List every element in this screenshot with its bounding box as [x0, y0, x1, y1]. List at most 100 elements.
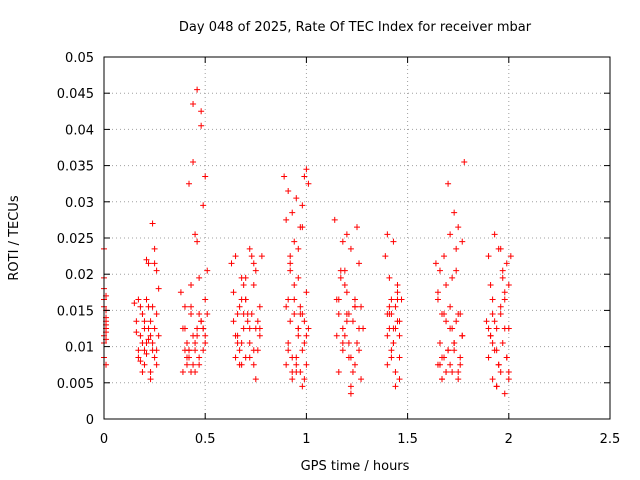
data-point: [489, 339, 496, 346]
data-point: [137, 332, 144, 339]
data-point: [188, 282, 195, 289]
data-point: [451, 339, 458, 346]
data-point: [204, 267, 211, 274]
data-point: [349, 368, 356, 375]
data-point: [155, 285, 162, 292]
data-point: [453, 318, 460, 325]
data-point: [489, 311, 496, 318]
data-point: [246, 245, 253, 252]
data-point: [143, 339, 150, 346]
data-point: [455, 224, 462, 231]
data-point: [179, 368, 186, 375]
data-point: [246, 354, 253, 361]
y-tick-label: 0.02: [65, 268, 94, 283]
data-point: [194, 238, 201, 245]
data-point: [230, 318, 237, 325]
data-point: [234, 339, 241, 346]
data-point: [248, 253, 255, 260]
data-point: [443, 282, 450, 289]
data-point: [396, 354, 403, 361]
data-point: [149, 220, 156, 227]
y-tick-label: 0.025: [57, 232, 94, 247]
data-point: [250, 361, 257, 368]
data-point: [198, 122, 205, 129]
data-point: [232, 332, 239, 339]
data-point: [303, 332, 310, 339]
data-point: [155, 332, 162, 339]
data-point: [358, 376, 365, 383]
data-point: [194, 86, 201, 93]
data-point: [493, 383, 500, 390]
data-point: [283, 361, 290, 368]
data-point: [293, 361, 300, 368]
data-point: [436, 361, 443, 368]
data-point: [459, 238, 466, 245]
data-point: [447, 303, 454, 310]
data-point: [246, 325, 253, 332]
data-point: [299, 202, 306, 209]
data-point: [137, 303, 144, 310]
data-point: [200, 325, 207, 332]
data-point: [181, 303, 188, 310]
data-point: [451, 347, 458, 354]
data-point: [453, 267, 460, 274]
data-point: [493, 347, 500, 354]
data-point: [202, 173, 209, 180]
data-point: [285, 347, 292, 354]
data-point: [250, 282, 257, 289]
data-point: [295, 274, 302, 281]
data-point: [285, 187, 292, 194]
y-tick-label: 0.035: [57, 160, 94, 175]
data-point: [143, 296, 150, 303]
data-point: [339, 325, 346, 332]
data-point: [141, 318, 148, 325]
data-point: [303, 166, 310, 173]
data-point: [293, 195, 300, 202]
data-point: [333, 296, 340, 303]
data-point: [147, 376, 154, 383]
data-point: [341, 282, 348, 289]
data-point: [394, 296, 401, 303]
data-point: [188, 303, 195, 310]
data-point: [487, 332, 494, 339]
data-point: [396, 376, 403, 383]
data-point: [291, 311, 298, 318]
data-point: [384, 231, 391, 238]
data-point: [394, 282, 401, 289]
data-point: [188, 368, 195, 375]
axis-ticks: 0 0.005 0.01 0.015 0.02 0.025 0.03 0.035 0.04 0.0…: [57, 51, 621, 447]
data-point: [491, 318, 498, 325]
data-point: [345, 354, 352, 361]
data-point: [192, 339, 199, 346]
data-point: [291, 282, 298, 289]
data-point: [343, 318, 350, 325]
data-point: [135, 347, 142, 354]
y-tick-label: 0.01: [65, 341, 94, 356]
data-point: [347, 245, 354, 252]
data-point: [238, 296, 245, 303]
data-point: [145, 336, 152, 343]
data-point: [301, 376, 308, 383]
data-point: [151, 325, 158, 332]
data-point: [501, 390, 508, 397]
data-point: [388, 296, 395, 303]
data-point: [295, 325, 302, 332]
data-point: [297, 224, 304, 231]
data-point: [200, 202, 207, 209]
data-point: [143, 256, 150, 263]
data-point: [491, 231, 498, 238]
data-point: [186, 347, 193, 354]
data-point: [234, 311, 241, 318]
data-point: [232, 253, 239, 260]
data-point: [204, 311, 211, 318]
data-point: [384, 361, 391, 368]
data-point: [354, 339, 360, 346]
data-point: [447, 231, 454, 238]
data-point: [250, 347, 257, 354]
chart-title: Day 048 of 2025, Rate Of TEC Index for r…: [179, 20, 532, 35]
data-point: [147, 318, 154, 325]
data-point: [190, 101, 197, 108]
data-point: [339, 347, 346, 354]
data-point: [501, 296, 508, 303]
